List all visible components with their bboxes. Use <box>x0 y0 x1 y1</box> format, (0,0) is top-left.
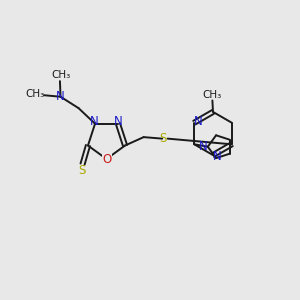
Text: CH₃: CH₃ <box>51 70 70 80</box>
Text: O: O <box>103 152 112 166</box>
Text: S: S <box>78 164 85 177</box>
Text: N: N <box>114 115 123 128</box>
Text: N: N <box>90 115 99 128</box>
Text: CH₃: CH₃ <box>203 89 222 100</box>
Text: S: S <box>159 132 166 145</box>
Text: CH₃: CH₃ <box>26 89 45 99</box>
Text: N: N <box>199 140 207 153</box>
Text: N: N <box>56 90 65 103</box>
Text: N: N <box>194 115 203 128</box>
Text: N: N <box>213 150 222 163</box>
